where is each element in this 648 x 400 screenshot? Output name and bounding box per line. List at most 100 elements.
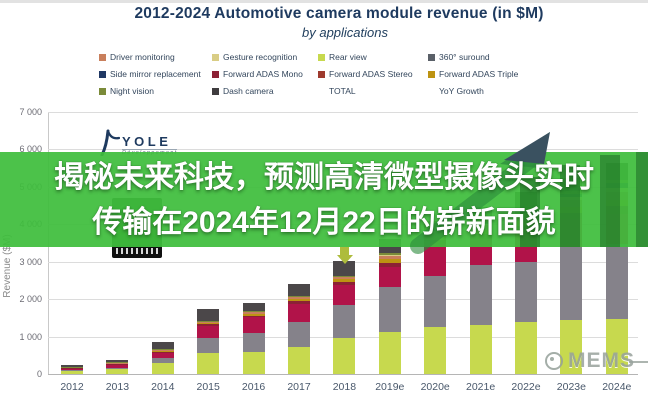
bar-segment: [61, 370, 83, 374]
bar-segment: [242, 303, 265, 312]
bar-segment: [333, 304, 356, 339]
yoy-down-arrow-icon: [340, 247, 349, 255]
legend-swatch: [428, 70, 435, 78]
bar-segment: [605, 318, 628, 374]
bar-segment: [242, 315, 265, 318]
legend-item: Forward ADAS Triple: [428, 69, 518, 79]
legend-item: YoY Growth: [428, 86, 484, 96]
bar-segment: [333, 275, 356, 278]
bar-segment: [197, 338, 220, 354]
bar-segment: [106, 368, 129, 374]
bar-segment: [61, 368, 83, 370]
legend-item: Forward ADAS Mono: [212, 69, 303, 79]
x-axis-label: 2016: [241, 381, 266, 393]
legend-swatch: [318, 53, 325, 61]
bar-segment: [560, 247, 583, 321]
legend-label: Dash camera: [223, 86, 274, 96]
bar-segment: [242, 333, 265, 352]
bar-segment: [151, 352, 174, 359]
legend-swatch: [212, 87, 219, 95]
bar-segment: [242, 313, 265, 316]
legend-label: 360° suround: [439, 52, 490, 62]
bar-segment: [424, 275, 447, 328]
legend-item: Forward ADAS Stereo: [318, 69, 413, 79]
bar-segment: [197, 320, 220, 322]
bar-segment: [242, 351, 265, 374]
x-axis-label: 2022e: [511, 381, 541, 393]
bar-segment: [151, 341, 174, 350]
bar-segment: [242, 311, 265, 313]
bar-segment: [378, 253, 401, 256]
bar-segment: [333, 277, 356, 280]
bar-segment: [242, 312, 265, 314]
chart-subtitle: by applications: [302, 25, 388, 40]
top-edge-strip: [0, 0, 648, 3]
x-axis-label: 2017: [287, 381, 311, 393]
bar-segment: [288, 284, 310, 297]
mems-bee-icon: [545, 352, 563, 370]
x-axis-label: 2024e: [602, 381, 632, 393]
bar-segment: [197, 321, 220, 323]
bar-segment: [378, 266, 401, 287]
bar-segment: [515, 322, 537, 374]
bar-segment: [197, 353, 220, 374]
legend-swatch: [212, 53, 219, 61]
legend-swatch: [99, 70, 106, 78]
banner-growth-bar-3: [600, 155, 620, 247]
bar-segment: [378, 331, 401, 374]
bar-segment: [378, 255, 401, 257]
banner-text-line2: 传输在2024年12月22日的崭新面貌: [92, 205, 556, 239]
legend-label: Side mirror replacement: [110, 69, 201, 79]
bar-segment: [333, 282, 356, 286]
legend-label: Forward ADAS Triple: [439, 69, 519, 79]
legend-item: 360° suround: [428, 52, 490, 62]
bar-segment: [151, 362, 174, 374]
bar-segment: [424, 327, 447, 374]
x-axis-label: 2020e: [420, 381, 450, 393]
y-axis-label: 6 000: [19, 144, 42, 155]
bar-segment: [61, 365, 83, 367]
bar-segment: [106, 367, 129, 369]
legend-swatch: [212, 70, 219, 78]
bar-segment: [378, 262, 401, 267]
yoy-down-arrow-head-icon: [336, 255, 353, 264]
x-axis-label: 2021e: [465, 381, 496, 393]
bar-segment: [151, 351, 174, 353]
bar-segment: [106, 359, 129, 363]
bar-segment: [197, 324, 220, 326]
bar-segment: [469, 324, 492, 374]
bar-segment: [151, 358, 174, 363]
banner-growth-bar-4: [636, 152, 648, 247]
bar-segment: [151, 350, 174, 352]
bar-segment: [106, 363, 129, 365]
y-axis-label: 1 000: [19, 331, 42, 342]
legend-label: Rear view: [329, 52, 367, 62]
bar-segment: [333, 338, 356, 374]
legend-label: YoY Growth: [439, 86, 484, 96]
chart-title: 2012-2024 Automotive camera module reven…: [134, 5, 544, 22]
bar-segment: [288, 321, 310, 347]
x-axis-label: 2015: [196, 381, 220, 393]
y-axis-label: 3 000: [19, 256, 42, 267]
bar-segment: [288, 296, 310, 298]
legend-label: Forward ADAS Mono: [223, 69, 303, 79]
bar-segment: [378, 256, 401, 260]
bar-segment: [106, 364, 129, 368]
bar-segment: [515, 261, 537, 323]
bar-segment: [288, 301, 310, 304]
x-axis-label: 2023e: [556, 381, 586, 393]
legend-label: TOTAL: [329, 86, 356, 96]
bar-segment: [151, 350, 174, 351]
x-axis-label: 2013: [105, 381, 130, 393]
x-axis-line: [48, 374, 638, 375]
legend-item: Side mirror replacement: [99, 69, 201, 79]
bar-segment: [333, 260, 356, 276]
banner-text-line1: 揭秘未来科技，预测高清微型摄像头实时: [54, 160, 594, 194]
mems-watermark-text: MEMS: [568, 349, 635, 372]
bar-segment: [288, 297, 310, 300]
bar-segment: [197, 322, 220, 325]
bar-segment: [378, 286, 401, 332]
legend-item: Driver monitoring: [99, 52, 175, 62]
bar-segment: [288, 346, 310, 374]
